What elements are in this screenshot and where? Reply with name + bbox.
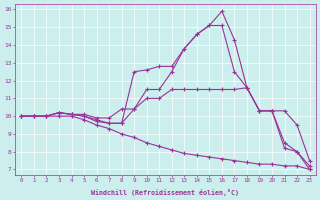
X-axis label: Windchill (Refroidissement éolien,°C): Windchill (Refroidissement éolien,°C) <box>92 189 239 196</box>
